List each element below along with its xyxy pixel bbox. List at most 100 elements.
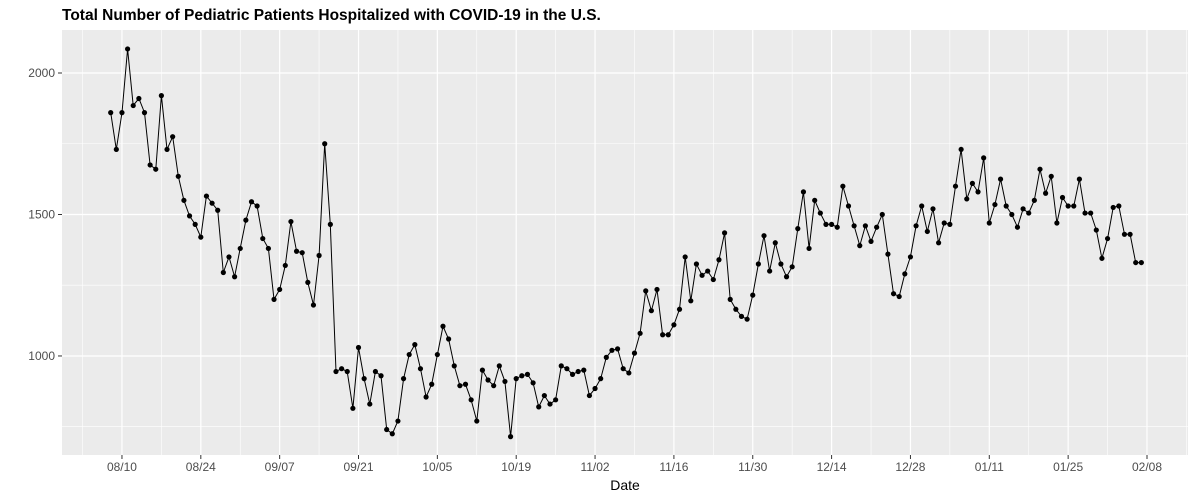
data-point — [248, 199, 255, 205]
x-tick-label: 10/19 — [501, 460, 531, 474]
data-point — [1138, 259, 1144, 266]
data-point — [147, 162, 153, 168]
data-point — [733, 306, 739, 312]
data-point — [513, 376, 519, 382]
data-point — [620, 366, 626, 372]
x-tick-label: 09/21 — [343, 460, 373, 474]
data-point — [389, 431, 395, 437]
data-point — [958, 146, 964, 153]
data-point — [203, 193, 210, 199]
data-point — [372, 368, 379, 375]
x-tick-label: 01/11 — [975, 460, 1004, 474]
data-point — [350, 405, 356, 411]
data-point — [119, 110, 125, 116]
data-point — [896, 293, 902, 300]
x-tick-label: 12/28 — [895, 460, 925, 474]
data-point — [569, 371, 576, 377]
data-point — [885, 251, 891, 257]
data-point — [1104, 235, 1111, 242]
data-point — [530, 380, 536, 386]
data-point — [524, 371, 531, 377]
data-point — [141, 110, 148, 116]
data-point — [265, 245, 271, 252]
data-point — [936, 240, 942, 246]
data-point — [547, 401, 553, 407]
data-point — [1037, 166, 1043, 172]
data-point — [243, 217, 249, 223]
x-tick-label: 09/07 — [265, 460, 295, 474]
chart-title: Total Number of Pediatric Patients Hospi… — [62, 7, 601, 24]
x-tick-label: 10/05 — [422, 460, 452, 474]
data-point — [564, 366, 570, 372]
data-point — [198, 234, 204, 240]
data-point — [474, 418, 480, 424]
data-point — [186, 213, 193, 219]
data-point — [828, 221, 835, 227]
data-point — [924, 228, 930, 235]
data-point — [862, 223, 868, 229]
data-point — [541, 392, 547, 399]
data-point — [215, 207, 221, 213]
data-point — [1133, 259, 1139, 266]
data-point — [693, 261, 700, 267]
data-point — [124, 46, 131, 52]
data-point — [941, 220, 947, 226]
x-tick-label: 11/16 — [659, 460, 688, 474]
data-point — [429, 381, 435, 387]
data-point — [947, 221, 953, 227]
data-point — [614, 346, 621, 352]
data-point — [603, 354, 609, 360]
data-point — [1076, 176, 1083, 182]
data-point — [969, 180, 975, 186]
data-point — [1009, 211, 1015, 218]
data-point — [237, 245, 243, 252]
data-point — [1127, 231, 1133, 237]
data-point — [727, 296, 733, 302]
data-point — [344, 368, 350, 375]
data-point — [260, 235, 266, 242]
data-point — [744, 316, 750, 322]
data-point — [434, 351, 440, 358]
data-point — [164, 146, 170, 153]
data-point — [626, 370, 632, 376]
data-point — [806, 245, 812, 252]
data-point — [277, 286, 283, 293]
data-point — [158, 93, 164, 99]
data-point — [688, 298, 694, 304]
data-point — [209, 200, 215, 206]
data-point — [1043, 190, 1049, 196]
data-point — [1048, 173, 1054, 179]
data-point — [710, 276, 716, 283]
data-point — [671, 322, 677, 328]
data-point — [755, 261, 761, 267]
x-tick-label: 01/25 — [1053, 460, 1083, 474]
data-point — [817, 210, 823, 216]
data-point — [997, 176, 1004, 182]
data-point — [130, 102, 136, 109]
data-point — [598, 376, 604, 382]
data-point — [761, 233, 767, 239]
data-point — [254, 203, 260, 209]
data-point — [417, 366, 424, 372]
data-point — [153, 166, 159, 172]
data-point — [136, 95, 142, 102]
data-point — [310, 302, 317, 308]
data-point — [479, 367, 486, 373]
data-point — [108, 110, 114, 116]
data-point — [1059, 194, 1066, 201]
data-point — [795, 226, 801, 232]
y-tick-label: 1000 — [28, 349, 55, 363]
data-point — [665, 332, 671, 338]
data-point — [412, 342, 418, 348]
data-point — [271, 296, 277, 302]
data-point — [485, 377, 491, 383]
x-tick-label: 11/30 — [738, 460, 767, 474]
data-point — [986, 220, 992, 226]
data-point — [1003, 203, 1009, 209]
data-point — [699, 272, 705, 278]
data-point — [913, 223, 919, 229]
x-axis-label: Date — [610, 477, 640, 493]
data-point — [964, 196, 970, 202]
data-point — [113, 146, 119, 153]
